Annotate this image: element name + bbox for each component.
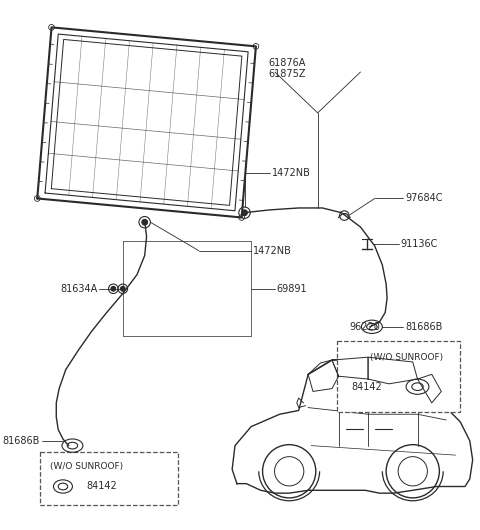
Text: 97684C: 97684C <box>405 193 443 204</box>
FancyBboxPatch shape <box>40 452 178 505</box>
Text: 81686B: 81686B <box>3 436 40 446</box>
Text: 84142: 84142 <box>351 382 382 392</box>
Text: 61875Z: 61875Z <box>268 69 306 79</box>
Text: (W/O SUNROOF): (W/O SUNROOF) <box>370 354 443 363</box>
Text: 91136C: 91136C <box>400 239 438 249</box>
Circle shape <box>111 286 116 291</box>
Text: 81686B: 81686B <box>405 322 443 332</box>
Text: 1472NB: 1472NB <box>253 246 292 256</box>
Text: 1472NB: 1472NB <box>272 168 311 178</box>
Circle shape <box>241 210 247 216</box>
Text: 84142: 84142 <box>87 481 118 491</box>
Text: 81634A: 81634A <box>60 284 97 294</box>
Text: 61876A: 61876A <box>269 58 306 67</box>
Text: 69891: 69891 <box>277 284 308 294</box>
FancyBboxPatch shape <box>336 341 460 412</box>
Circle shape <box>142 219 147 225</box>
Text: (W/O SUNROOF): (W/O SUNROOF) <box>49 462 123 471</box>
Circle shape <box>120 286 125 291</box>
Text: 96220: 96220 <box>350 322 381 332</box>
